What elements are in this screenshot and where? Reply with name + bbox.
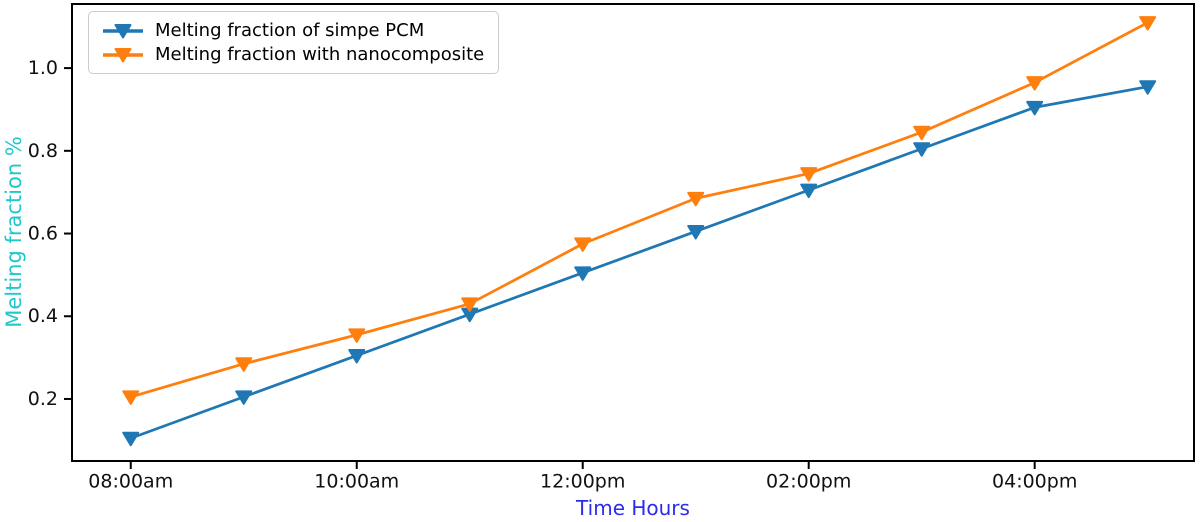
series-marker bbox=[122, 390, 140, 405]
triangle-down-marker-icon bbox=[103, 23, 143, 38]
series-marker bbox=[687, 224, 705, 240]
legend-label-simple-pcm: Melting fraction of simpe PCM bbox=[155, 20, 425, 41]
y-tick-label: 0.2 bbox=[28, 388, 58, 410]
series-marker bbox=[235, 390, 253, 405]
series-marker bbox=[122, 431, 140, 447]
legend-item-nanocomposite: Melting fraction with nanocomposite bbox=[101, 44, 484, 65]
x-tick-label: 10:00am bbox=[314, 471, 399, 493]
series-marker bbox=[913, 125, 931, 141]
series-line bbox=[129, 85, 1150, 440]
series-marker bbox=[1139, 80, 1157, 95]
series-marker bbox=[348, 328, 366, 343]
series-marker bbox=[1026, 100, 1044, 116]
x-tick-label: 02:00pm bbox=[766, 471, 851, 493]
series-marker bbox=[574, 266, 592, 281]
legend-label-nanocomposite: Melting fraction with nanocomposite bbox=[155, 44, 485, 65]
y-tick-label: 0.8 bbox=[28, 140, 58, 162]
triangle-down-marker-icon bbox=[103, 47, 143, 62]
series-marker bbox=[461, 297, 479, 312]
series-marker bbox=[1139, 16, 1157, 31]
y-tick-label: 0.4 bbox=[28, 305, 58, 327]
legend-item-simple-pcm: Melting fraction of simpe PCM bbox=[101, 20, 484, 41]
x-tick-label: 04:00pm bbox=[992, 471, 1077, 493]
series-marker bbox=[574, 237, 592, 252]
y-tick-label: 0.6 bbox=[28, 223, 58, 245]
legend: Melting fraction of simpe PCM Melting fr… bbox=[88, 11, 500, 74]
y-tick-label: 1.0 bbox=[28, 57, 58, 79]
series-marker bbox=[800, 167, 818, 182]
plot-frame bbox=[71, 3, 1195, 462]
series-line bbox=[129, 21, 1150, 399]
x-tick-label: 12:00pm bbox=[540, 471, 625, 493]
series-marker bbox=[348, 349, 366, 364]
series-marker bbox=[800, 183, 818, 199]
x-tick-label: 08:00am bbox=[88, 471, 173, 493]
series-marker bbox=[913, 142, 931, 157]
x-axis-label: Time Hours bbox=[576, 496, 690, 520]
series-marker bbox=[235, 357, 253, 372]
y-axis-label: Melting fraction % bbox=[2, 136, 26, 328]
series-marker bbox=[687, 191, 705, 207]
series-marker bbox=[1026, 76, 1044, 91]
